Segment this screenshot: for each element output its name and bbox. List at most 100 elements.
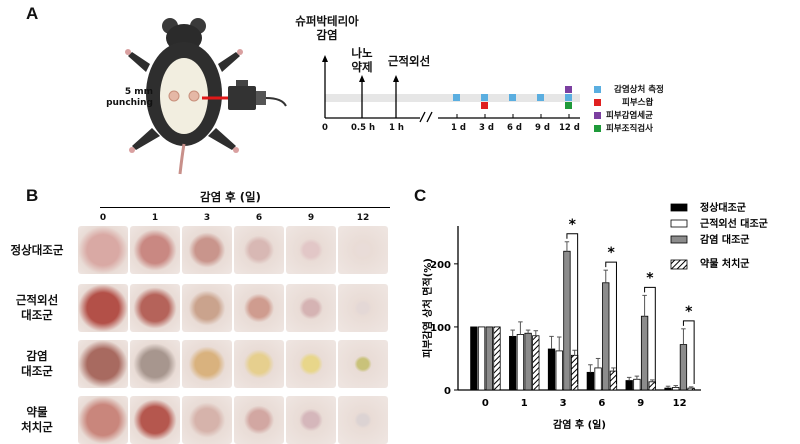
panel-b-title-line — [100, 207, 390, 208]
wound-photo — [130, 284, 180, 332]
legend-swatch — [670, 259, 688, 270]
time-tick-0: 0 — [322, 123, 328, 133]
legend-swatch — [670, 235, 688, 244]
wound-photo — [130, 340, 180, 388]
significance-star: * — [685, 304, 693, 320]
wound-photo — [182, 226, 232, 274]
significance-bracket — [682, 320, 695, 384]
wound-photo — [338, 396, 388, 444]
wound-photo — [338, 340, 388, 388]
legend-label: 근적외선 대조군 — [700, 217, 768, 230]
wound-photo — [286, 284, 336, 332]
bar — [570, 354, 579, 391]
legend-label: 약물 처치군 — [700, 257, 749, 270]
bar — [524, 332, 532, 391]
day-tick-12: 12 d — [559, 123, 580, 133]
wound-photo — [234, 340, 284, 388]
wound-photo — [234, 284, 284, 332]
wound-photo — [182, 396, 232, 444]
significance-bracket — [605, 261, 617, 384]
panel-c-letter: C — [414, 186, 427, 205]
time-tick-0.5h: 0.5 h — [351, 123, 376, 133]
bar — [493, 326, 501, 391]
panel-b-title: 감염 후 (일) — [200, 190, 261, 204]
day-column-label: 9 — [307, 213, 315, 223]
timeline-legend: 감염상처 측정 피부스왑 피부감염세균 피부조직검사 — [594, 82, 704, 152]
group-row-label: 감염 대조군 — [21, 349, 53, 378]
mouse-illustration — [125, 18, 287, 175]
x-tick-label: 6 — [598, 398, 605, 409]
legend-swatch — [670, 219, 688, 228]
x-tick-label: 9 — [637, 398, 644, 409]
day-column-label: 0 — [99, 213, 107, 223]
significance-bracket — [566, 233, 579, 384]
bar — [633, 378, 641, 391]
x-tick-label: 0 — [482, 398, 489, 409]
bar — [586, 371, 595, 391]
wound-photo — [286, 226, 336, 274]
bar — [594, 367, 602, 391]
wound-photo — [234, 396, 284, 444]
day-column-label: 1 — [151, 213, 159, 223]
y-tick-label: 200 — [430, 260, 451, 271]
wound-photo — [78, 284, 128, 332]
bar — [516, 334, 525, 391]
punch-label: 5 mm punching — [106, 87, 153, 108]
wound-photo — [338, 284, 388, 332]
y-tick-label: 100 — [430, 323, 451, 334]
event-label-nano-drug: 나노 약제 — [351, 46, 373, 74]
wound-photo — [78, 340, 128, 388]
day-tick-9: 9 d — [535, 123, 550, 133]
wound-photo — [130, 396, 180, 444]
legend-label: 정상대조군 — [700, 201, 746, 214]
bar — [547, 348, 556, 391]
day-column-label: 12 — [356, 213, 370, 223]
x-tick-label: 12 — [673, 398, 687, 409]
legend-label-swab: 피부스왑 — [622, 98, 654, 108]
significance-bracket — [644, 286, 656, 384]
timeline — [322, 55, 580, 123]
day-tick-3: 3 d — [479, 123, 494, 133]
bar — [485, 326, 493, 391]
legend-swatch-measure — [594, 86, 601, 93]
bar — [555, 350, 563, 391]
significance-star: * — [607, 245, 615, 261]
bar — [602, 282, 610, 391]
day-column-label: 6 — [255, 213, 263, 223]
y-tick-label: 0 — [444, 386, 451, 397]
day-tick-1: 1 d — [451, 123, 466, 133]
wound-photo — [338, 226, 388, 274]
bar — [563, 250, 571, 391]
significance-star: * — [646, 270, 654, 286]
legend-swatch-biopsy — [594, 125, 601, 132]
wound-photo — [286, 396, 336, 444]
legend-label-biopsy: 피부조직검사 — [606, 124, 653, 134]
group-row-label: 약물 처치군 — [21, 405, 53, 434]
bar — [640, 315, 649, 391]
wound-photo — [182, 340, 232, 388]
legend-label-measure: 감염상처 측정 — [614, 85, 664, 95]
wound-photo — [182, 284, 232, 332]
bar — [672, 387, 680, 391]
event-label-infection: 슈퍼박테리아 감염 — [295, 14, 359, 42]
bar — [470, 326, 478, 391]
group-row-label: 정상대조군 — [10, 242, 64, 257]
legend-swatch-bacteria — [594, 112, 601, 119]
bar — [664, 387, 672, 391]
wound-photo — [286, 340, 336, 388]
legend-swatch — [670, 203, 688, 212]
panel-b-letter: B — [26, 186, 39, 205]
x-tick-label: 3 — [560, 398, 567, 409]
panel-a-letter: A — [26, 4, 39, 23]
bar — [609, 370, 618, 391]
day-column-label: 3 — [203, 213, 211, 223]
wound-photo — [78, 226, 128, 274]
y-axis-label: 피부감염 상처 면적(%) — [421, 258, 434, 358]
group-row-label: 근적외선 대조군 — [15, 293, 59, 322]
significance-star: * — [569, 217, 577, 233]
legend-swatch-swab — [594, 99, 601, 106]
day-tick-6: 6 d — [507, 123, 522, 133]
time-tick-1h: 1 h — [389, 123, 404, 133]
event-label-nir: 근적외선 — [387, 54, 431, 68]
